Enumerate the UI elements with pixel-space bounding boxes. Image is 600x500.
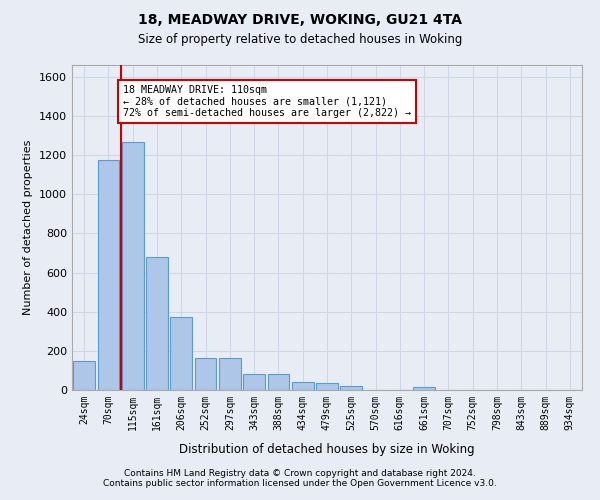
Bar <box>122 142 143 390</box>
Bar <box>219 358 241 390</box>
Bar <box>413 387 435 390</box>
Text: Distribution of detached houses by size in Woking: Distribution of detached houses by size … <box>179 442 475 456</box>
Bar <box>243 374 265 390</box>
Bar <box>292 382 314 390</box>
Bar <box>146 257 168 390</box>
Bar <box>194 358 217 390</box>
Bar <box>73 361 95 390</box>
Bar <box>97 160 119 390</box>
Y-axis label: Number of detached properties: Number of detached properties <box>23 140 34 315</box>
Bar <box>316 383 338 390</box>
Text: Size of property relative to detached houses in Woking: Size of property relative to detached ho… <box>138 32 462 46</box>
Bar <box>340 386 362 390</box>
Bar <box>170 316 192 390</box>
Text: Contains public sector information licensed under the Open Government Licence v3: Contains public sector information licen… <box>103 478 497 488</box>
Text: 18, MEADWAY DRIVE, WOKING, GU21 4TA: 18, MEADWAY DRIVE, WOKING, GU21 4TA <box>138 12 462 26</box>
Bar <box>268 374 289 390</box>
Text: Contains HM Land Registry data © Crown copyright and database right 2024.: Contains HM Land Registry data © Crown c… <box>124 468 476 477</box>
Text: 18 MEADWAY DRIVE: 110sqm
← 28% of detached houses are smaller (1,121)
72% of sem: 18 MEADWAY DRIVE: 110sqm ← 28% of detach… <box>123 84 411 118</box>
